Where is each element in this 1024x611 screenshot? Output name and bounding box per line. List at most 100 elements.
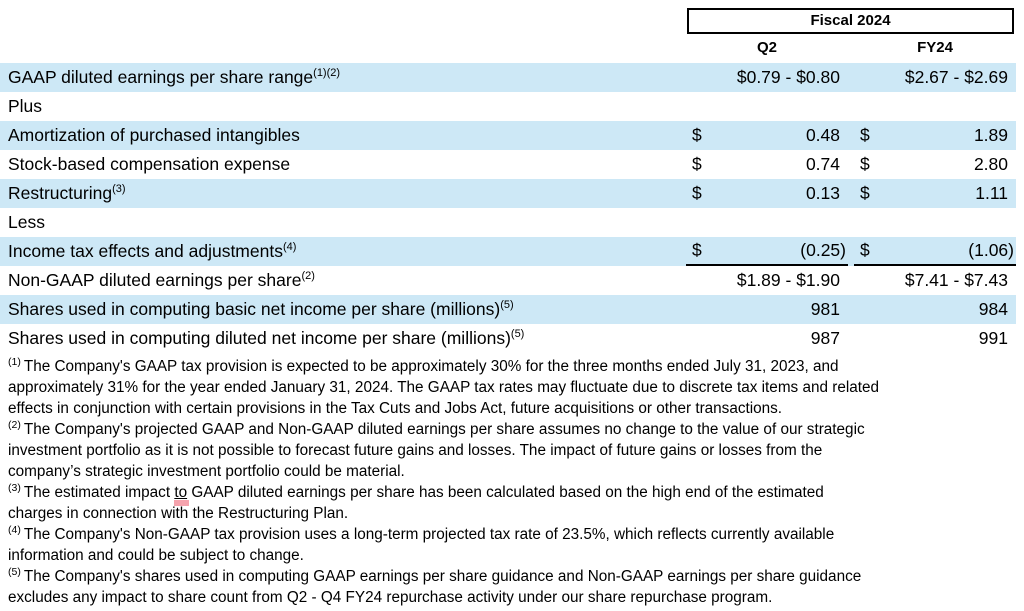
row-label-cell: Amortization of purchased intangibles (0, 125, 686, 146)
column-header-spacer (0, 39, 686, 59)
q2-value-cell (686, 208, 848, 237)
q2-value-cell: $ 0.13 (686, 179, 848, 208)
q2-value-cell: $ (0.25) (686, 237, 848, 266)
row-label: Shares used in computing diluted net inc… (8, 328, 511, 348)
table-row: GAAP diluted earnings per share range(1)… (0, 63, 1016, 92)
q2-value-cell (686, 92, 848, 121)
q2-column-header: Q2 (756, 39, 777, 56)
footnote-text: GAAP diluted earnings per share has been… (8, 484, 824, 522)
footnote-text: The estimated impact (23, 484, 175, 501)
q2-value-cell: 987 (686, 324, 848, 353)
fy24-dollar-sign: $ (860, 240, 870, 260)
table-row: Less (0, 208, 1016, 237)
row-label: Amortization of purchased intangibles (8, 125, 300, 145)
table-row: Income tax effects and adjustments(4) $ … (0, 237, 1016, 266)
fy24-value-cell: $ 2.80 (854, 150, 1016, 179)
fy24-value-cell: $ (1.06) (854, 237, 1016, 266)
table-row: Plus (0, 92, 1016, 121)
footnote-5: (5) The Company's shares used in computin… (8, 566, 1012, 608)
footnote-reference: (2) (301, 270, 315, 283)
fy24-value-cell: $ 1.89 (854, 121, 1016, 150)
table-row: Restructuring(3) $ 0.13 $ 1.11 (0, 179, 1016, 208)
table-row: Shares used in computing basic net incom… (0, 295, 1016, 324)
footnote-marker: (4) (8, 523, 21, 536)
footnote-text: The Company's GAAP tax provision is expe… (8, 358, 880, 417)
fy24-value-cell (854, 208, 1016, 237)
fy24-value-cell: $7.41 - $7.43 (854, 266, 1016, 295)
period-column-headers: Q2 FY24 (0, 39, 1024, 59)
fy24-value: $2.67 - $2.69 (904, 67, 1008, 87)
q2-value: 0.48 (805, 125, 840, 145)
fy24-dollar-sign: $ (860, 154, 870, 174)
fy24-value-cell: $ 1.11 (854, 179, 1016, 208)
q2-value: $0.79 - $0.80 (736, 67, 840, 87)
q2-value-cell: 981 (686, 295, 848, 324)
q2-value-cell: $ 0.74 (686, 150, 848, 179)
fy24-value-cell: 984 (854, 295, 1016, 324)
row-label: Restructuring (8, 183, 113, 203)
footnote-marker: (3) (8, 481, 21, 494)
footnote-text: The Company's projected GAAP and Non-GAA… (8, 421, 865, 480)
footnote-reference: (5) (510, 328, 525, 341)
footnote-marker: (1) (8, 355, 21, 368)
fy24-value: 991 (978, 328, 1008, 348)
row-label: Non-GAAP diluted earnings per share (8, 270, 302, 290)
row-label-cell: Stock-based compensation expense (0, 154, 686, 175)
fy24-value-cell: $2.67 - $2.69 (854, 63, 1016, 92)
fiscal-period-title: Fiscal 2024 (810, 12, 891, 29)
q2-value: 0.74 (805, 154, 840, 174)
row-label-cell: Restructuring(3) (0, 183, 686, 204)
fy24-dollar-sign: $ (860, 183, 870, 203)
footnote-1: (1) The Company's GAAP tax provision is e… (8, 356, 1012, 419)
footnote-text: The Company's Non-GAAP tax provision use… (8, 526, 835, 564)
fy24-value-cell: 991 (854, 324, 1016, 353)
footnote-reference: (3) (112, 183, 126, 196)
q2-value-cell: $1.89 - $1.90 (686, 266, 848, 295)
row-label: Shares used in computing basic net incom… (8, 299, 501, 319)
q2-dollar-sign: $ (692, 183, 702, 203)
row-label-cell: Shares used in computing diluted net inc… (0, 328, 686, 349)
row-label-cell: GAAP diluted earnings per share range(1)… (0, 67, 686, 88)
fy24-value: $7.41 - $7.43 (904, 270, 1008, 290)
row-label: GAAP diluted earnings per share range (8, 67, 314, 87)
fy24-dollar-sign: $ (860, 125, 870, 145)
fy24-value-cell (854, 92, 1016, 121)
footnote-reference: (1)(2) (313, 67, 341, 80)
row-label: Less (8, 212, 45, 232)
fy24-value: (1.06) (968, 240, 1014, 260)
footnote-marker: (2) (8, 418, 21, 431)
row-label: Stock-based compensation expense (8, 154, 291, 174)
row-label: Plus (8, 96, 43, 116)
fy24-value: 2.80 (973, 154, 1008, 174)
row-label-cell: Income tax effects and adjustments(4) (0, 241, 686, 262)
row-label-cell: Plus (0, 96, 686, 117)
row-label: Income tax effects and adjustments (8, 241, 283, 261)
fiscal-2024-header-box: Fiscal 2024 (687, 8, 1014, 34)
q2-dollar-sign: $ (692, 240, 702, 260)
q2-dollar-sign: $ (692, 154, 702, 174)
q2-value-cell: $0.79 - $0.80 (686, 63, 848, 92)
footnote-text: The Company's shares used in computing G… (8, 568, 862, 606)
q2-value: 981 (810, 299, 840, 319)
table-row: Stock-based compensation expense $ 0.74 … (0, 150, 1016, 179)
q2-value-cell: $ 0.48 (686, 121, 848, 150)
row-label-cell: Shares used in computing basic net incom… (0, 299, 686, 320)
fy24-value: 1.11 (975, 183, 1008, 203)
footnote-4: (4) The Company's Non-GAAP tax provision … (8, 524, 1012, 566)
q2-value: (0.25) (800, 240, 846, 260)
footnote-2: (2) The Company's projected GAAP and Non-… (8, 419, 1012, 482)
row-label-cell: Less (0, 212, 686, 233)
table-row: Non-GAAP diluted earnings per share(2) $… (0, 266, 1016, 295)
q2-value: 0.13 (805, 183, 840, 203)
footnotes: (1) The Company's GAAP tax provision is e… (0, 356, 1012, 608)
table-row: Amortization of purchased intangibles $ … (0, 121, 1016, 150)
q2-value: $1.89 - $1.90 (736, 270, 840, 290)
fy24-value: 1.89 (973, 125, 1008, 145)
footnote-marker: (5) (8, 565, 21, 578)
footnote-3: (3) The estimated impact to GAAP diluted … (8, 482, 1012, 524)
row-label-cell: Non-GAAP diluted earnings per share(2) (0, 270, 686, 291)
reconciliation-table: GAAP diluted earnings per share range(1)… (0, 63, 1024, 353)
q2-dollar-sign: $ (692, 125, 702, 145)
grammar-check-highlight: to (174, 484, 188, 501)
